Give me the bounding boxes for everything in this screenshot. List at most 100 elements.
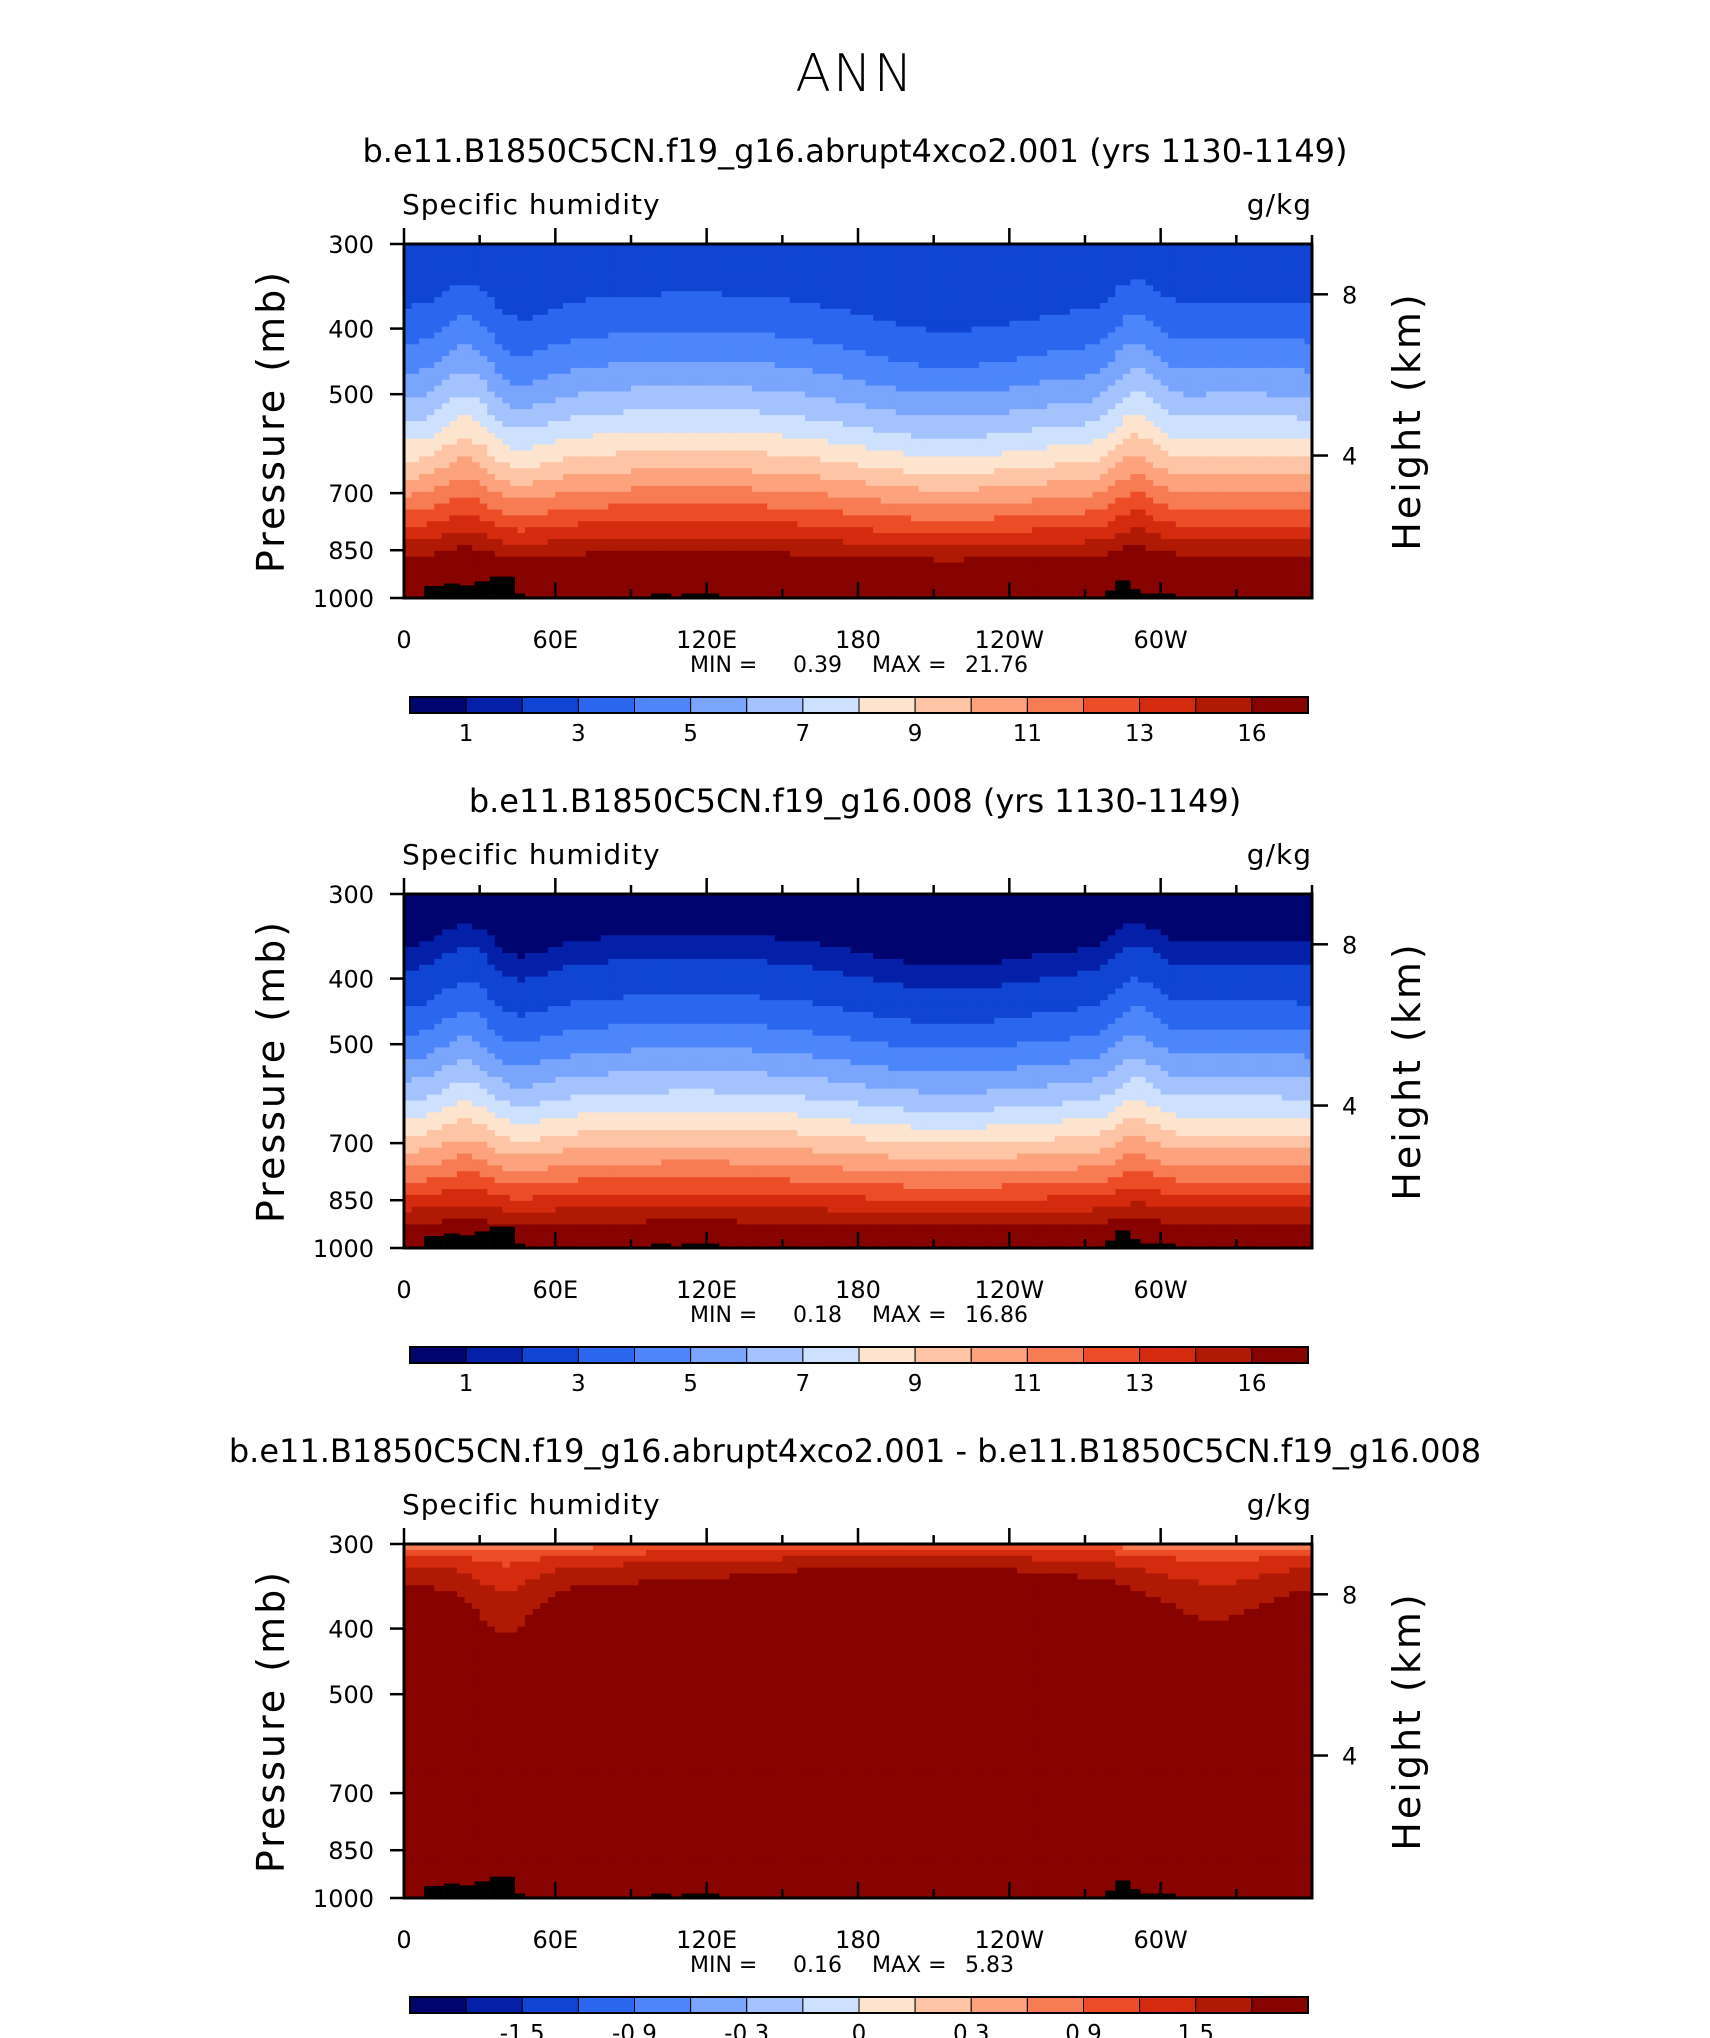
field-cell [441, 344, 450, 351]
field-cell [615, 356, 625, 363]
field-cell [668, 308, 677, 316]
field-cell [479, 267, 488, 275]
field-cell [888, 255, 897, 263]
field-cell [721, 303, 730, 310]
field-cell [1228, 338, 1237, 345]
field-cell [683, 279, 693, 286]
field-cell [464, 403, 473, 410]
field-cell [638, 344, 647, 351]
field-cell [1107, 285, 1116, 292]
field-cell [1047, 332, 1056, 339]
field-cell [578, 291, 587, 298]
field-cell [895, 373, 904, 381]
field-cell [948, 485, 957, 493]
field-cell [1281, 409, 1290, 416]
field-cell [1183, 409, 1192, 416]
field-cell [971, 255, 980, 263]
field-cell [1107, 267, 1116, 275]
field-cell [895, 438, 904, 446]
field-cell [865, 373, 874, 381]
field-cell [1289, 415, 1298, 422]
field-cell [487, 367, 496, 375]
field-cell [1266, 249, 1275, 257]
field-cell [608, 409, 617, 416]
field-cell [1183, 391, 1192, 398]
field-cell [963, 249, 973, 257]
field-cell [449, 303, 458, 310]
field-cell [767, 403, 776, 410]
field-cell [411, 367, 420, 375]
field-cell [449, 344, 458, 351]
field-cell [835, 308, 844, 316]
field-cell [691, 415, 700, 422]
field-cell [1016, 385, 1026, 393]
field-cell [456, 320, 466, 328]
field-cell [797, 267, 806, 275]
field-cell [509, 403, 519, 410]
field-cell [593, 350, 602, 357]
field-cell [502, 367, 511, 375]
field-cell [835, 403, 844, 410]
field-cell [494, 444, 503, 452]
field-cell [472, 456, 481, 463]
field-cell [1183, 397, 1192, 404]
field-cell [910, 308, 920, 316]
field-cell [1213, 468, 1222, 475]
field-cell [812, 273, 821, 280]
field-cell [1122, 379, 1131, 387]
field-cell [1206, 356, 1215, 363]
field-cell [426, 409, 435, 416]
field-cell [623, 338, 632, 345]
field-cell [1259, 391, 1268, 398]
field-cell [797, 426, 806, 434]
field-cell [1054, 320, 1063, 328]
field-cell [1183, 373, 1192, 381]
field-cell [585, 409, 594, 416]
field-cell [1213, 255, 1222, 263]
field-cell [948, 462, 957, 469]
field-cell [1016, 273, 1026, 280]
field-cell [578, 344, 587, 351]
field-cell [994, 462, 1003, 469]
field-cell [956, 279, 965, 286]
field-cell [873, 474, 882, 481]
field-cell [555, 273, 564, 280]
field-cell [782, 474, 791, 481]
field-cell [835, 291, 844, 298]
field-cell [1054, 249, 1063, 257]
field-cell [1183, 415, 1192, 422]
field-cell [631, 308, 640, 316]
field-cell [1047, 397, 1056, 404]
field-cell [1198, 285, 1207, 292]
field-cell [1236, 468, 1245, 475]
field-cell [593, 385, 602, 393]
field-cell [449, 326, 458, 334]
field-cell [805, 391, 814, 398]
field-cell [600, 356, 609, 363]
field-cell [585, 314, 594, 322]
field-cell [487, 267, 496, 275]
field-cell [525, 356, 534, 363]
field-cell [540, 485, 549, 493]
field-cell [941, 379, 950, 387]
field-cell [1251, 444, 1260, 452]
field-cell [948, 474, 957, 481]
field-cell [774, 421, 783, 428]
field-cell [941, 261, 950, 269]
field-cell [494, 320, 503, 328]
field-cell [827, 409, 836, 416]
field-cell [1100, 474, 1109, 481]
field-cell [1145, 314, 1154, 322]
field-cell [774, 303, 783, 310]
field-cell [948, 338, 957, 345]
field-cell [1266, 279, 1275, 286]
field-cell [1122, 444, 1131, 452]
field-cell [570, 255, 579, 263]
field-cell [721, 297, 730, 304]
field-cell [903, 485, 912, 493]
field-cell [608, 332, 617, 339]
field-cell [1077, 320, 1086, 328]
field-cell [759, 480, 768, 487]
field-cell [456, 255, 466, 263]
field-cell [1251, 409, 1260, 416]
